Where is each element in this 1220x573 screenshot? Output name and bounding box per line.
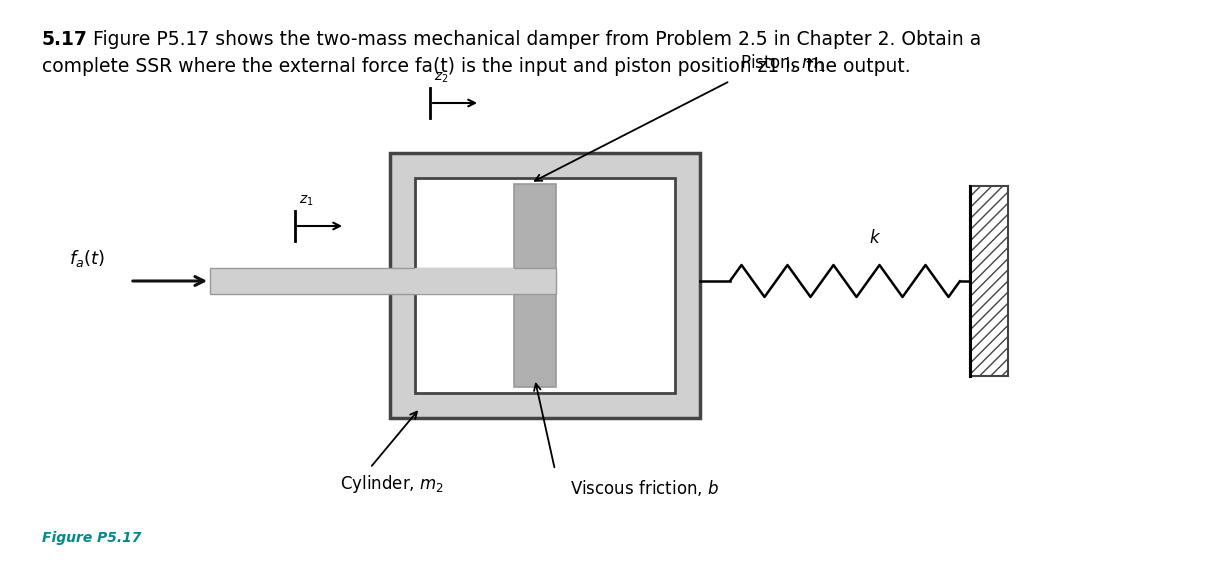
Text: $z_1$: $z_1$ [299, 194, 314, 208]
Bar [514, 184, 556, 387]
Bar [210, 268, 556, 294]
Bar [415, 268, 514, 294]
Text: complete SSR where the external force fa(t) is the input and piston position z1 : complete SSR where the external force fa… [41, 57, 910, 76]
Text: $z_2$: $z_2$ [434, 70, 449, 85]
Text: Figure P5.17: Figure P5.17 [41, 531, 142, 545]
Text: Viscous friction, $b$: Viscous friction, $b$ [570, 478, 719, 498]
Text: $f_a(t)$: $f_a(t)$ [68, 248, 105, 269]
Bar [415, 178, 675, 393]
Bar [390, 153, 700, 418]
Text: 5.17: 5.17 [41, 30, 88, 49]
Text: Cylinder, $m_2$: Cylinder, $m_2$ [340, 473, 444, 495]
Bar [970, 186, 1008, 376]
Text: Piston, $m_1$: Piston, $m_1$ [741, 52, 826, 73]
Text: $k$: $k$ [869, 229, 881, 247]
Text: Figure P5.17 shows the two-mass mechanical damper from Problem 2.5 in Chapter 2.: Figure P5.17 shows the two-mass mechanic… [87, 30, 981, 49]
